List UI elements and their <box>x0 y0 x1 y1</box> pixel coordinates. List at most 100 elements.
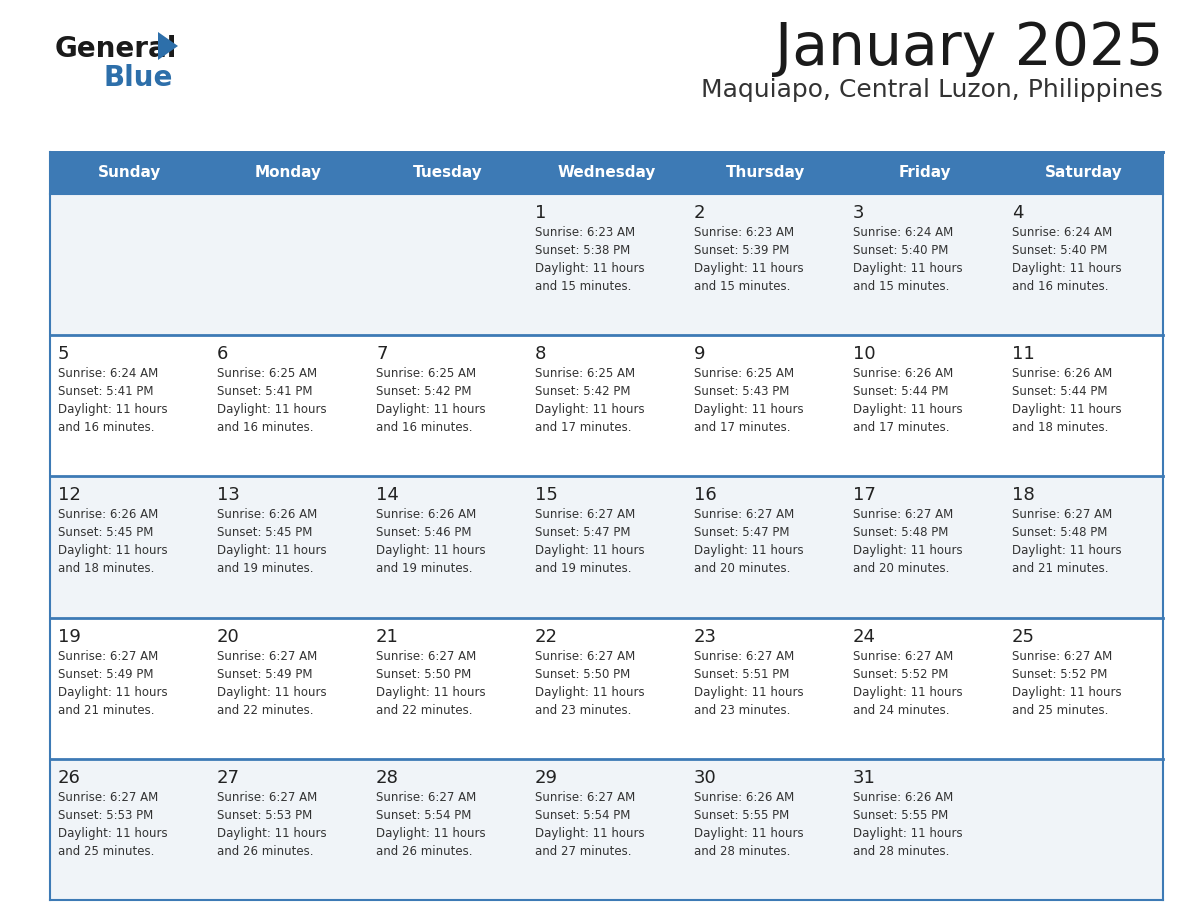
Text: and 24 minutes.: and 24 minutes. <box>853 703 949 717</box>
Text: Daylight: 11 hours: Daylight: 11 hours <box>535 262 645 275</box>
Text: Sunrise: 6:27 AM: Sunrise: 6:27 AM <box>535 790 636 804</box>
Text: Sunrise: 6:27 AM: Sunrise: 6:27 AM <box>1012 650 1112 663</box>
Text: Daylight: 11 hours: Daylight: 11 hours <box>694 262 803 275</box>
Text: Daylight: 11 hours: Daylight: 11 hours <box>217 403 327 416</box>
Text: and 15 minutes.: and 15 minutes. <box>535 280 631 293</box>
Text: and 16 minutes.: and 16 minutes. <box>217 421 314 434</box>
Text: and 16 minutes.: and 16 minutes. <box>58 421 154 434</box>
Text: Sunset: 5:45 PM: Sunset: 5:45 PM <box>217 526 312 540</box>
Text: Sunset: 5:45 PM: Sunset: 5:45 PM <box>58 526 153 540</box>
Text: Sunrise: 6:26 AM: Sunrise: 6:26 AM <box>1012 367 1112 380</box>
Text: Saturday: Saturday <box>1044 165 1123 181</box>
Text: Daylight: 11 hours: Daylight: 11 hours <box>58 403 168 416</box>
Text: 26: 26 <box>58 768 81 787</box>
Text: Sunset: 5:50 PM: Sunset: 5:50 PM <box>375 667 472 680</box>
Text: 28: 28 <box>375 768 399 787</box>
Text: Sunset: 5:46 PM: Sunset: 5:46 PM <box>375 526 472 540</box>
Text: Sunrise: 6:27 AM: Sunrise: 6:27 AM <box>58 650 158 663</box>
Text: Sunrise: 6:24 AM: Sunrise: 6:24 AM <box>1012 226 1112 239</box>
Bar <box>50 618 209 759</box>
Text: 25: 25 <box>1012 628 1035 645</box>
Text: Daylight: 11 hours: Daylight: 11 hours <box>535 544 645 557</box>
Text: Sunrise: 6:24 AM: Sunrise: 6:24 AM <box>58 367 158 380</box>
Text: Monday: Monday <box>255 165 322 181</box>
Bar <box>368 152 527 194</box>
Bar <box>50 476 209 618</box>
Text: Daylight: 11 hours: Daylight: 11 hours <box>853 262 962 275</box>
Text: and 18 minutes.: and 18 minutes. <box>58 563 154 576</box>
Bar <box>209 194 368 335</box>
Text: Sunset: 5:48 PM: Sunset: 5:48 PM <box>1012 526 1107 540</box>
Text: Daylight: 11 hours: Daylight: 11 hours <box>217 827 327 840</box>
Bar <box>527 618 685 759</box>
Text: 20: 20 <box>217 628 240 645</box>
Text: Sunrise: 6:27 AM: Sunrise: 6:27 AM <box>58 790 158 804</box>
Text: Sunset: 5:47 PM: Sunset: 5:47 PM <box>535 526 631 540</box>
Text: Sunrise: 6:23 AM: Sunrise: 6:23 AM <box>535 226 636 239</box>
Bar <box>685 152 845 194</box>
Text: Daylight: 11 hours: Daylight: 11 hours <box>1012 262 1121 275</box>
Text: Sunset: 5:43 PM: Sunset: 5:43 PM <box>694 386 789 398</box>
Text: Sunrise: 6:25 AM: Sunrise: 6:25 AM <box>375 367 476 380</box>
Text: Sunrise: 6:27 AM: Sunrise: 6:27 AM <box>535 650 636 663</box>
Text: Sunrise: 6:27 AM: Sunrise: 6:27 AM <box>535 509 636 521</box>
Bar <box>845 194 1004 335</box>
Text: Sunrise: 6:24 AM: Sunrise: 6:24 AM <box>853 226 953 239</box>
Text: 4: 4 <box>1012 204 1024 222</box>
Polygon shape <box>158 32 178 60</box>
Text: Sunset: 5:49 PM: Sunset: 5:49 PM <box>217 667 312 680</box>
Text: Daylight: 11 hours: Daylight: 11 hours <box>853 686 962 699</box>
Bar <box>845 335 1004 476</box>
Text: Sunset: 5:55 PM: Sunset: 5:55 PM <box>694 809 789 822</box>
Text: and 19 minutes.: and 19 minutes. <box>217 563 314 576</box>
Text: 19: 19 <box>58 628 81 645</box>
Text: Daylight: 11 hours: Daylight: 11 hours <box>217 544 327 557</box>
Text: Sunset: 5:41 PM: Sunset: 5:41 PM <box>58 386 153 398</box>
Text: and 18 minutes.: and 18 minutes. <box>1012 421 1108 434</box>
Bar <box>209 759 368 900</box>
Text: Daylight: 11 hours: Daylight: 11 hours <box>58 544 168 557</box>
Text: Daylight: 11 hours: Daylight: 11 hours <box>535 403 645 416</box>
Text: 8: 8 <box>535 345 546 364</box>
Text: Daylight: 11 hours: Daylight: 11 hours <box>1012 403 1121 416</box>
Text: and 23 minutes.: and 23 minutes. <box>535 703 631 717</box>
Bar <box>209 476 368 618</box>
Text: 17: 17 <box>853 487 876 504</box>
Bar <box>368 476 527 618</box>
Bar <box>368 759 527 900</box>
Bar <box>1004 335 1163 476</box>
Text: Sunrise: 6:27 AM: Sunrise: 6:27 AM <box>694 650 795 663</box>
Text: Daylight: 11 hours: Daylight: 11 hours <box>853 403 962 416</box>
Text: Sunrise: 6:23 AM: Sunrise: 6:23 AM <box>694 226 794 239</box>
Text: 21: 21 <box>375 628 399 645</box>
Bar <box>527 476 685 618</box>
Text: 24: 24 <box>853 628 876 645</box>
Bar <box>50 759 209 900</box>
Bar <box>1004 759 1163 900</box>
Text: 27: 27 <box>217 768 240 787</box>
Bar <box>50 194 209 335</box>
Text: and 28 minutes.: and 28 minutes. <box>853 845 949 857</box>
Bar <box>685 476 845 618</box>
Text: Daylight: 11 hours: Daylight: 11 hours <box>535 686 645 699</box>
Text: January 2025: January 2025 <box>775 20 1163 77</box>
Bar <box>845 476 1004 618</box>
Bar <box>685 335 845 476</box>
Text: Thursday: Thursday <box>726 165 805 181</box>
Text: and 25 minutes.: and 25 minutes. <box>58 845 154 857</box>
Text: Sunrise: 6:27 AM: Sunrise: 6:27 AM <box>853 509 953 521</box>
Text: Sunset: 5:42 PM: Sunset: 5:42 PM <box>535 386 631 398</box>
Text: Daylight: 11 hours: Daylight: 11 hours <box>375 686 486 699</box>
Text: and 26 minutes.: and 26 minutes. <box>217 845 314 857</box>
Text: Sunrise: 6:26 AM: Sunrise: 6:26 AM <box>375 509 476 521</box>
Text: 5: 5 <box>58 345 70 364</box>
Text: and 26 minutes.: and 26 minutes. <box>375 845 473 857</box>
Text: and 22 minutes.: and 22 minutes. <box>217 703 314 717</box>
Text: Daylight: 11 hours: Daylight: 11 hours <box>1012 686 1121 699</box>
Text: Daylight: 11 hours: Daylight: 11 hours <box>58 686 168 699</box>
Bar <box>527 194 685 335</box>
Text: Sunrise: 6:25 AM: Sunrise: 6:25 AM <box>535 367 636 380</box>
Text: Sunrise: 6:25 AM: Sunrise: 6:25 AM <box>217 367 317 380</box>
Text: Sunset: 5:41 PM: Sunset: 5:41 PM <box>217 386 312 398</box>
Bar <box>527 759 685 900</box>
